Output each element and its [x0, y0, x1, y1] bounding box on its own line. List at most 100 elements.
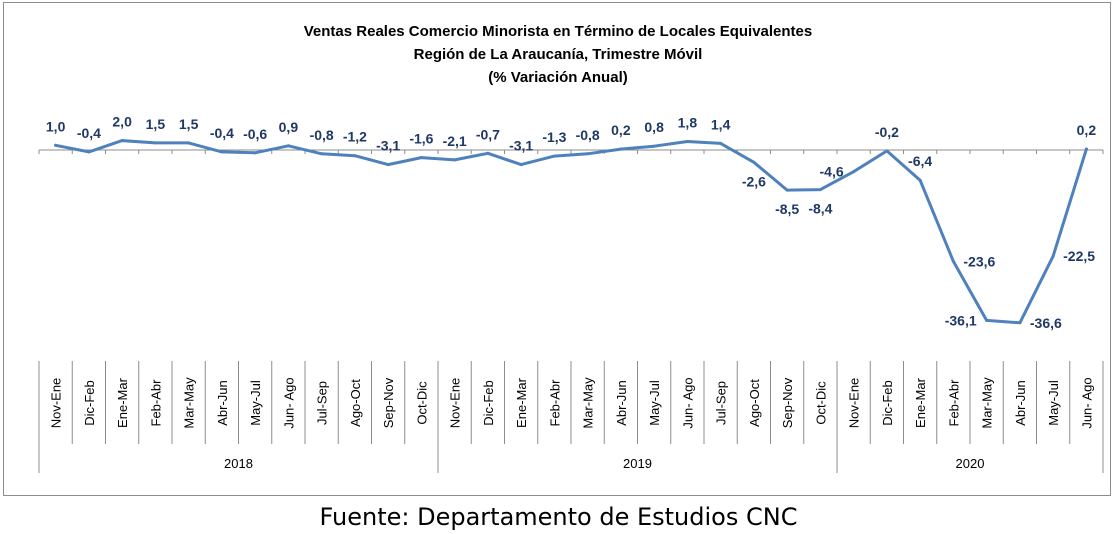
data-label: -1,2: [343, 129, 367, 145]
data-label: 0,9: [279, 119, 299, 135]
category-tick-label: Oct-Dic: [813, 381, 828, 425]
data-label: -2,6: [742, 173, 766, 189]
data-label: 1,8: [678, 115, 698, 131]
data-point: [1051, 254, 1055, 258]
category-tick-label: Ene-Mar: [115, 377, 130, 428]
data-label: -0,8: [576, 127, 600, 143]
category-tick-label: Mar-May: [980, 377, 995, 429]
data-label: -36,6: [1030, 315, 1062, 331]
data-label: 0,8: [644, 119, 664, 135]
category-tick-label: Nov-Ene: [448, 378, 463, 429]
data-label: -0,4: [77, 125, 101, 141]
data-label: -3,1: [509, 138, 533, 154]
data-label: 2,0: [112, 114, 132, 130]
category-tick-label: Jul-Sep: [315, 381, 330, 425]
data-label: -1,6: [409, 131, 433, 147]
chart-unit-label: (% Variación Anual): [488, 69, 627, 86]
data-point: [120, 139, 124, 143]
data-point: [719, 141, 723, 145]
data-label: -23,6: [963, 253, 995, 269]
data-point: [87, 150, 91, 154]
category-tick-label: Ene-Mar: [913, 377, 928, 428]
data-label: -1,3: [542, 129, 566, 145]
year-label: 2018: [224, 456, 253, 471]
data-label: -8,5: [775, 201, 799, 217]
data-label: -0,2: [875, 124, 899, 140]
chart-frame: Ventas Reales Comercio Minorista en Térm…: [3, 2, 1111, 496]
data-label: -0,4: [210, 125, 234, 141]
data-point: [619, 147, 623, 151]
data-label: 0,2: [1077, 122, 1097, 138]
data-point: [818, 188, 822, 192]
data-label-layer: 1,0 -0,42,0 1,5 1,5-0,4 -0,6 0,9-0,8 -1,2-3,1-…: [46, 114, 1096, 331]
data-point: [951, 259, 955, 263]
data-point: [785, 188, 789, 192]
data-label: -2,1: [443, 133, 467, 149]
category-tick-label: Jun- Ago: [680, 377, 695, 428]
data-label: -4,6: [820, 164, 844, 180]
data-point: [1084, 147, 1088, 151]
data-label: 1,5: [146, 116, 166, 132]
axis-layer: [38, 149, 1104, 154]
data-point: [1018, 321, 1022, 325]
category-tick-label: Ago-Oct: [348, 379, 363, 427]
category-tick-label: Dic-Feb: [880, 380, 895, 426]
data-label: -36,1: [945, 312, 977, 328]
data-point: [685, 140, 689, 144]
data-label: 1,4: [711, 116, 731, 132]
category-tick-label: Sep-Nov: [381, 377, 396, 428]
data-label: -22,5: [1063, 248, 1095, 264]
data-point: [752, 160, 756, 164]
data-point: [552, 154, 556, 158]
category-tick-label: Abr-Jun: [1013, 380, 1028, 426]
source-note: Fuente: Departamento de Estudios CNC: [319, 503, 798, 531]
data-point: [918, 178, 922, 182]
category-tick-label: Mar-May: [182, 377, 197, 429]
category-tick-label: Dic-Feb: [82, 380, 97, 426]
category-tick-label: Oct-Dic: [414, 381, 429, 425]
category-tick-label: May-Jul: [647, 380, 662, 426]
category-tick-label: Jul-Sep: [714, 381, 729, 425]
data-point: [187, 141, 191, 145]
data-point: [220, 150, 224, 154]
category-tick-label: Feb-Abr: [547, 379, 562, 427]
category-tick-label: Ene-Mar: [514, 377, 529, 428]
category-tick-label: Ago-Oct: [747, 379, 762, 427]
data-label: -6,4: [908, 153, 932, 169]
data-point: [320, 152, 324, 156]
category-tick-label: Feb-Abr: [946, 379, 961, 427]
data-point: [519, 163, 523, 167]
category-tick-label: Mar-May: [581, 377, 596, 429]
data-point: [253, 151, 257, 155]
year-label: 2019: [623, 456, 652, 471]
series-line-layer: [54, 139, 1088, 325]
data-label: 1,5: [179, 116, 199, 132]
data-point: [885, 149, 889, 153]
data-label: -8,4: [808, 201, 832, 217]
data-point: [453, 158, 457, 162]
category-tick-label: Feb-Abr: [148, 379, 163, 427]
data-point: [852, 170, 856, 174]
data-label: 1,0: [46, 118, 66, 134]
category-tick-label: Abr-Jun: [215, 380, 230, 426]
data-point: [586, 152, 590, 156]
data-point: [54, 143, 58, 147]
category-tick-label: May-Jul: [1046, 380, 1061, 426]
series-line: [54, 139, 1088, 325]
category-tick-label: Jun- Ago: [1079, 377, 1094, 428]
data-label: 0,2: [611, 122, 631, 138]
data-point: [386, 163, 390, 167]
data-point: [419, 156, 423, 160]
year-label: 2020: [956, 456, 985, 471]
data-point: [153, 141, 157, 145]
line-chart: Ventas Reales Comercio Minorista en Térm…: [38, 23, 1104, 473]
data-label: -0,8: [310, 127, 334, 143]
category-tick-label: Nov-Ene: [847, 378, 862, 429]
category-axis-layer: Nov-Ene Dic-Feb Ene-Mar Feb-Abr Mar-May Abr-J…: [38, 361, 1104, 473]
chart-title: Ventas Reales Comercio Minorista en Térm…: [304, 23, 813, 40]
data-label: -0,7: [476, 126, 500, 142]
category-tick-label: Sep-Nov: [780, 377, 795, 428]
data-point: [286, 144, 290, 148]
data-point: [985, 318, 989, 322]
category-tick-label: May-Jul: [248, 380, 263, 426]
